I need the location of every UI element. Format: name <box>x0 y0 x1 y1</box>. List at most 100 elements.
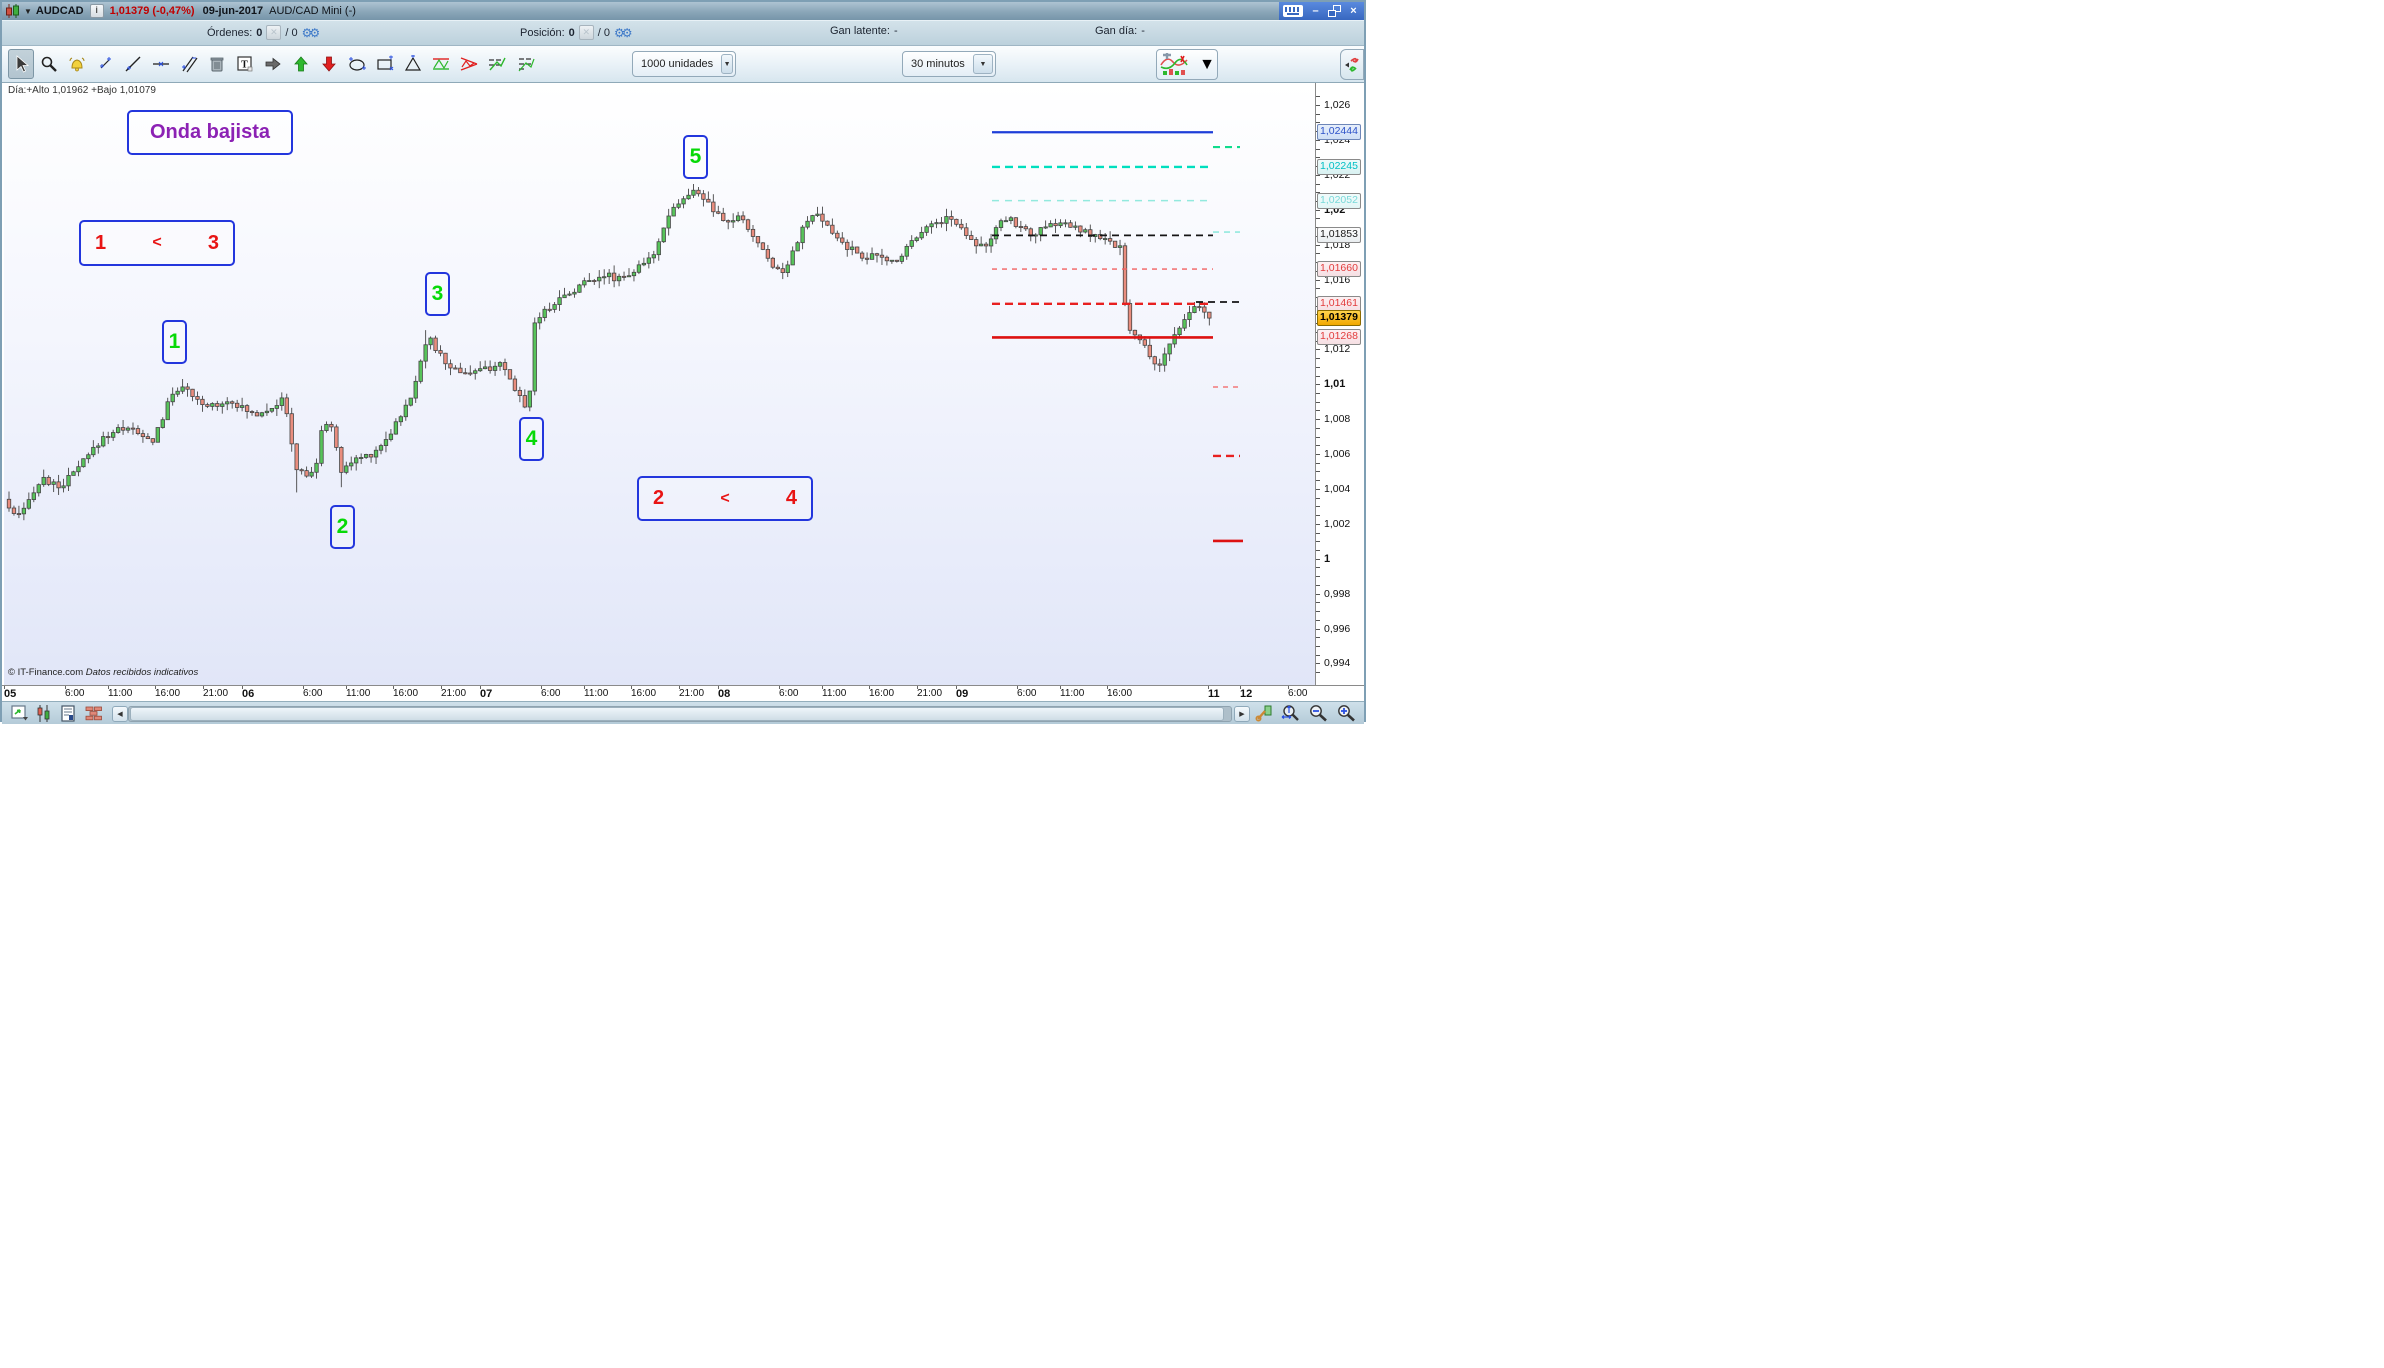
position-clear-button[interactable]: ✕ <box>578 25 594 40</box>
close-button[interactable]: × <box>1350 5 1357 17</box>
candle-body <box>339 447 344 473</box>
level-price-label: 1,02444 <box>1317 124 1361 141</box>
candle-body <box>155 427 160 443</box>
symbol-dropdown-caret[interactable]: ▼ <box>24 6 32 16</box>
wave-label-1[interactable]: 1 <box>162 320 187 364</box>
gan-latente-label: Gan latente: <box>830 25 890 37</box>
scrollbar-thumb[interactable] <box>130 707 1224 721</box>
wave-label-2[interactable]: 2 <box>330 505 355 549</box>
time-axis-tick <box>679 686 680 689</box>
alarm-tool[interactable] <box>64 49 90 79</box>
orders-settings-icon[interactable]: ⚙⚙ <box>301 25 320 40</box>
price-axis-tick <box>1316 584 1320 586</box>
info-icon[interactable]: i <box>89 4 104 18</box>
candle-body <box>780 268 785 274</box>
rectangle-tool[interactable] <box>372 49 398 79</box>
arrow-right-tool[interactable] <box>260 49 286 79</box>
zoom-fit-icon[interactable] <box>1280 704 1300 722</box>
panel-collapse-button[interactable] <box>1340 49 1364 80</box>
cursor-tool[interactable] <box>8 49 34 79</box>
ellipse-tool[interactable] <box>344 49 370 79</box>
price-axis-label: 1,002 <box>1324 517 1351 530</box>
units-dropdown[interactable]: 1000 unidades ▼ <box>632 51 736 77</box>
arrow-down-tool[interactable] <box>316 49 342 79</box>
time-axis-day-label: 08 <box>718 688 731 700</box>
price-axis-tick <box>1316 288 1320 290</box>
units-dropdown-arrow-icon[interactable]: ▼ <box>721 54 733 74</box>
candle-body <box>329 423 334 428</box>
candle-body <box>949 216 954 220</box>
annotation-2lt4-box[interactable]: 2 < 4 <box>637 476 813 521</box>
parallel-lines-tool[interactable] <box>176 49 202 79</box>
orders-clear-button[interactable]: ✕ <box>266 25 282 40</box>
segment-tool[interactable] <box>92 49 118 79</box>
candle-body <box>820 213 825 222</box>
analysis-pattern-tool-1[interactable] <box>484 49 510 79</box>
time-axis-hour-label: 21:00 <box>679 688 705 699</box>
zoom-in-icon[interactable] <box>1336 704 1356 722</box>
candle-body <box>130 427 136 430</box>
keyboard-icon[interactable] <box>1283 5 1303 17</box>
time-axis-tick <box>4 686 5 689</box>
wave-label-5[interactable]: 5 <box>683 135 708 179</box>
candle-body <box>294 443 299 471</box>
price-axis[interactable]: 1,0261,0241,0221,021,0181,0161,0121,011,… <box>1316 83 1362 723</box>
timeframe-dropdown[interactable]: 30 minutos ▼ <box>902 51 996 77</box>
candle-body <box>1127 303 1133 331</box>
detach-window-icon[interactable] <box>10 704 30 722</box>
price-axis-tick <box>1316 515 1320 517</box>
scroll-right-button[interactable]: ▶ <box>1234 706 1250 722</box>
bricks-icon[interactable] <box>84 704 104 722</box>
symbol-name: AUDCAD <box>35 5 84 17</box>
zoom-out-icon[interactable] <box>1308 704 1328 722</box>
triangle-pattern-tool[interactable] <box>456 49 482 79</box>
time-axis[interactable]: 05 6:00 11:00 16:00 21:00 06 6:00 11:00 16:00 21:… <box>2 685 1364 702</box>
annotation-1lt3-box[interactable]: 1 < 3 <box>79 220 235 266</box>
bar-style-icon[interactable] <box>34 704 54 722</box>
add-indicator-button[interactable]: ▼ <box>1156 49 1218 80</box>
candle-body <box>755 236 761 244</box>
scrollbar-track[interactable] <box>128 706 1232 722</box>
candle-body <box>701 193 706 200</box>
candle-body <box>686 194 691 200</box>
candle-body <box>1112 240 1118 248</box>
chart-plot-area[interactable]: Día:+Alto 1,01962 +Bajo 1,01079 Onda baj… <box>4 83 1316 685</box>
candle-body <box>512 378 518 391</box>
add-indicator-dropdown-arrow-icon[interactable]: ▼ <box>1199 55 1215 73</box>
price-axis-tick <box>1316 253 1320 255</box>
cmp13-operator: < <box>152 234 162 251</box>
position-settings-icon[interactable]: ⚙⚙ <box>614 25 632 40</box>
chart-settings-icon[interactable] <box>1254 704 1274 722</box>
triangle-tool[interactable] <box>400 49 426 79</box>
candle-body <box>56 481 61 489</box>
candle-body <box>904 246 909 257</box>
scroll-left-button[interactable]: ◀ <box>112 706 128 722</box>
price-axis-tick <box>1316 392 1320 394</box>
annotation-title-box[interactable]: Onda bajista <box>127 110 293 155</box>
arrow-up-tool[interactable] <box>288 49 314 79</box>
timeframe-dropdown-arrow-icon[interactable]: ▼ <box>972 54 993 74</box>
time-axis-hour-label: 11:00 <box>1060 688 1085 699</box>
time-axis-day-label: 11 <box>1208 688 1220 700</box>
candle-body <box>1117 245 1123 248</box>
candle-body <box>230 401 235 404</box>
time-axis-day-label: 12 <box>1240 688 1253 700</box>
bottom-toolbar: ◀ ▶ <box>2 701 1364 724</box>
delete-tool[interactable] <box>204 49 230 79</box>
horizontal-line-tool[interactable] <box>148 49 174 79</box>
text-tool[interactable]: T <box>232 49 258 79</box>
candle-body <box>681 198 686 205</box>
analysis-pattern-tool-2[interactable] <box>512 49 538 79</box>
restore-button[interactable] <box>1328 5 1341 17</box>
channel-pattern-tool[interactable] <box>428 49 454 79</box>
wave-label-3[interactable]: 3 <box>425 272 450 316</box>
line-tool[interactable] <box>120 49 146 79</box>
candle-body <box>1207 311 1212 319</box>
candle-body <box>1192 306 1197 313</box>
minimize-button[interactable]: – <box>1312 5 1319 17</box>
candle-body <box>195 396 200 400</box>
zoom-tool[interactable] <box>36 49 62 79</box>
report-icon[interactable] <box>58 704 78 722</box>
wave-label-4[interactable]: 4 <box>519 417 544 461</box>
price-axis-tick <box>1316 663 1320 665</box>
